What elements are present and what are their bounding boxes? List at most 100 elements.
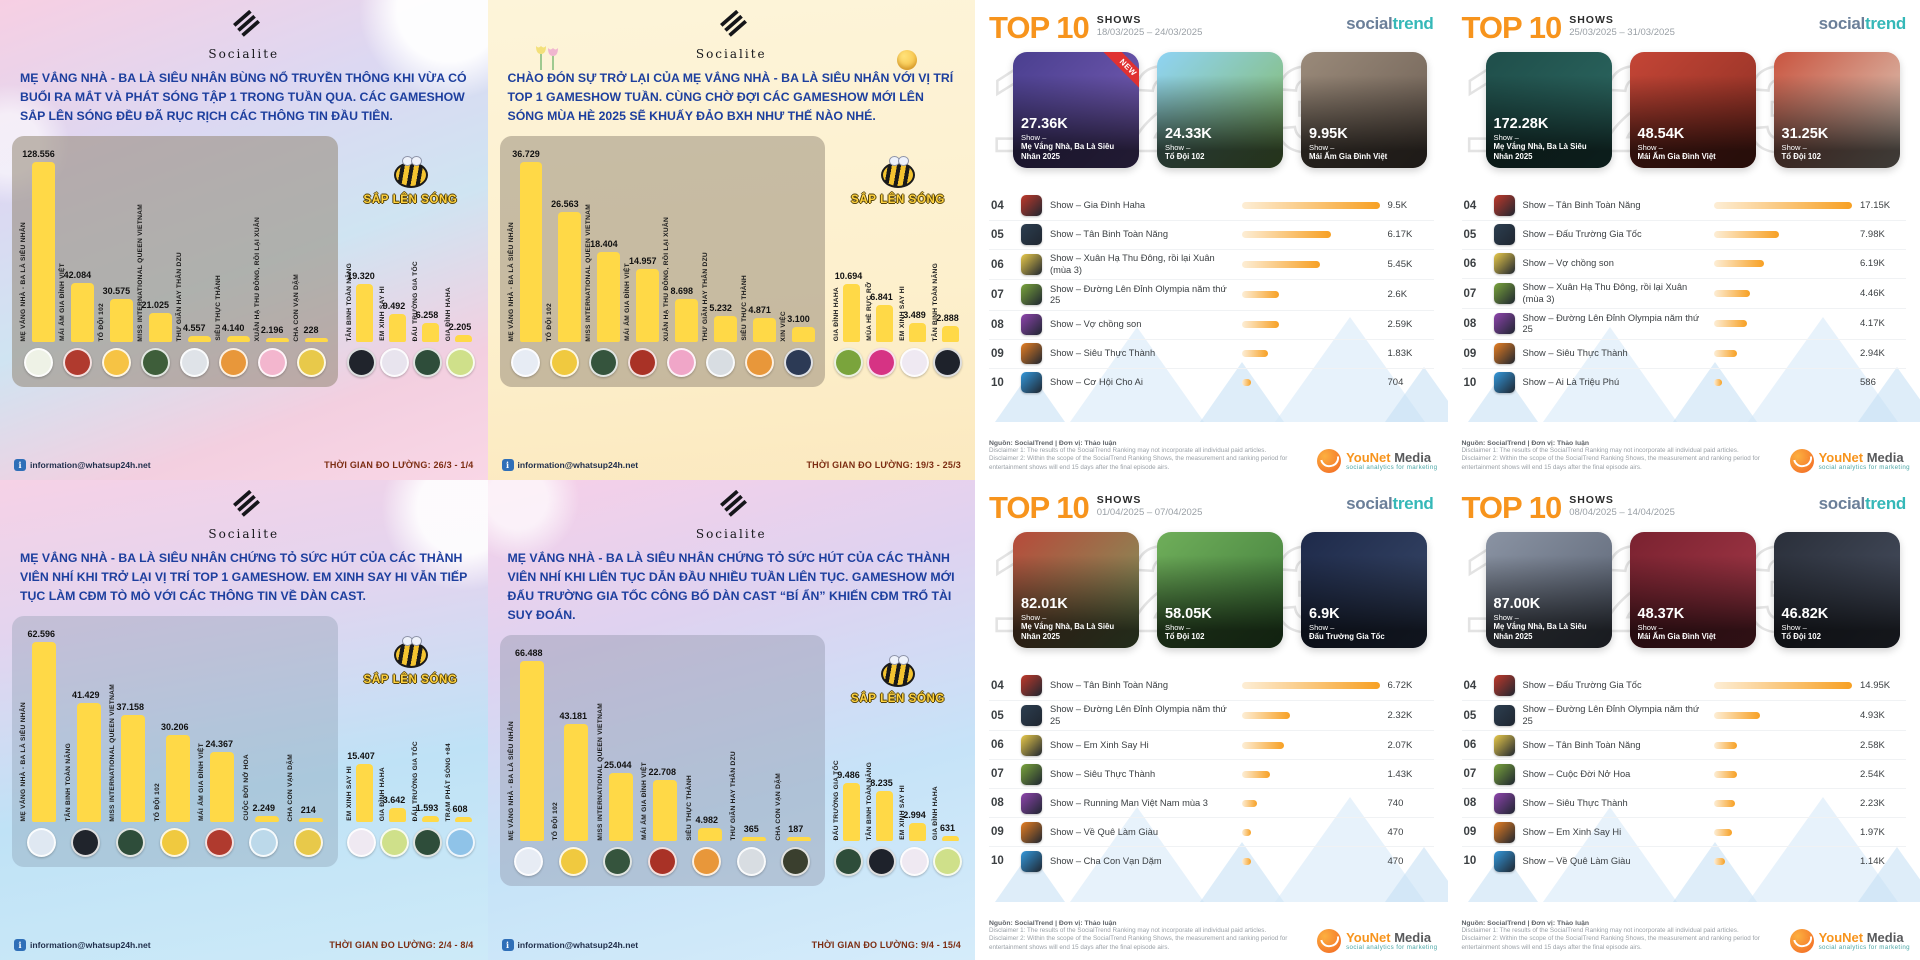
ranking-row: 07 Show – Cuộc Đời Nở Hoa 2.54K [1461, 760, 1906, 790]
socialtrend-logo: socialtrend [1346, 494, 1434, 514]
buzz-bar [32, 642, 56, 823]
buzz-bar-group: XUÂN HẠ THU ĐÔNG, RỒI LẠI XUÂN 8.698 [663, 150, 700, 378]
contact-email: i information@whatsup24h.net [14, 939, 151, 951]
show-avatar [379, 828, 409, 858]
socialite-logo-icon [720, 489, 748, 517]
show-thumbnail [1493, 313, 1515, 335]
show-thumbnail [1021, 850, 1042, 872]
chart-region: MẸ VẮNG NHÀ - BA LÀ SIÊU NHÂN 62.596 TÂN B… [0, 616, 488, 868]
bee-icon [881, 156, 915, 189]
bee-icon [881, 655, 915, 688]
buzz-bar [909, 323, 926, 343]
bar-value: 22.708 [648, 767, 677, 778]
buzz-bar [697, 828, 722, 842]
buzz-bar-group: EM XINH SAY HI 15.407 [345, 751, 377, 858]
socialtrend-logo-social: social [1346, 14, 1393, 33]
discussion-value: 4.93K [1860, 710, 1885, 722]
card-show-name: Đấu Trường Gia Tốc [1309, 631, 1385, 641]
rank-label: 06 [1463, 257, 1477, 270]
bar-value: 2.888 [936, 313, 959, 324]
buzz-bar [254, 816, 279, 823]
buzz-bar [148, 313, 172, 343]
ranking-row: 05 Show – Tân Binh Toàn Năng 6.17K [989, 221, 1434, 250]
top10-title: TOP 10 [989, 10, 1090, 45]
show-avatar [647, 847, 677, 877]
discussion-value: 2.6K [1387, 289, 1408, 301]
socialtrend-logo-social: social [1818, 494, 1866, 513]
buzz-bar-group: TỔ ĐỘI 102 43.181 [552, 649, 595, 877]
ranking-row: 07 Show – Đường Lên Đỉnh Olympia năm thứ … [989, 280, 1434, 311]
date-range: 18/03/2025 – 24/03/2025 [1096, 27, 1203, 38]
trend-bar [1714, 741, 1738, 749]
show-card-rank-3: 9.95K Show – Mái Ấm Gia Đình Việt [1301, 51, 1427, 168]
show-thumbnail [1021, 675, 1042, 697]
bar-label: ĐẤU TRƯỜNG GIA TỐC [411, 260, 419, 342]
bar-label: MẸ VẮNG NHÀ - BA LÀ SIÊU NHÂN [20, 701, 27, 822]
rank-label: 05 [991, 709, 1004, 722]
buzz-bar-group: TỔ ĐỘI 102 30.575 [97, 150, 135, 378]
socialite-panel-p4: Socialite MẸ VẮNG NHÀ - BA LÀ SIÊU NHÂN C… [487, 480, 975, 960]
bar-value: 8.698 [670, 286, 693, 297]
bee-icon [393, 636, 428, 669]
buzz-bar-group: TÂN BINH TOÀN NĂNG 41.429 [65, 630, 108, 858]
card-discussion-value: 87.00K [1493, 595, 1541, 612]
bar-label: EM XINH SAY HI [345, 766, 353, 822]
ranking-row: 08 Show – Đường Lên Đỉnh Olympia năm thứ … [1461, 309, 1906, 340]
top10-panel-4: TOP 10 SHOWS 08/04/2025 – 14/04/2025 social… [1447, 480, 1920, 960]
date-range: 25/03/2025 – 31/03/2025 [1569, 27, 1675, 38]
buzz-bar [355, 764, 373, 823]
bar-value: 14.957 [629, 256, 657, 267]
bar-label: TỔ ĐỘI 102 [97, 302, 105, 342]
buzz-bar [653, 780, 677, 842]
show-avatar [558, 847, 588, 877]
discussion-value: 2.58K [1860, 739, 1885, 751]
buzz-bar-group: THƯ GIÃN HAY THÂN DZU 4.557 [176, 150, 213, 378]
socialtrend-logo-trend: trend [1864, 494, 1906, 513]
buzz-bar-group: TÂN BINH TOÀN NĂNG 19.320 [346, 263, 377, 378]
show-avatar [692, 847, 722, 877]
buzz-bar-group: TÂN BINH TOÀN NĂNG 8.235 [866, 762, 897, 877]
tulip-decor-icon [532, 38, 562, 77]
bar-value: 2.205 [448, 322, 472, 333]
trend-bar [1714, 770, 1738, 778]
bar-value: 41.429 [71, 690, 100, 701]
show-card-rank-3: 6.9K Show – Đấu Trường Gia Tốc [1301, 531, 1427, 648]
bar-label: XIN VIỆC [780, 310, 788, 342]
bar-label: SIÊU THỰC THÀNH [214, 275, 222, 342]
upcoming-title: SẮP LÊN SÓNG [363, 674, 458, 687]
socialite-grid: Socialite MẸ VẮNG NHÀ - BA LÀ SIÊU NHÂN B… [0, 0, 975, 960]
buzz-bar-group: CHA CON VẠN DẶM 187 [775, 649, 818, 877]
younet-media-logo: YouNet Media social analytics for marketi… [1789, 929, 1910, 953]
bar-value: 128.556 [22, 149, 55, 160]
card-discussion-value: 48.54K [1637, 125, 1685, 142]
show-name: Show – Đường Lên Đỉnh Olympia năm thứ 25 [1522, 704, 1700, 726]
disclaimer-text: Disclaimer 1: The results of the SocialT… [1462, 927, 1780, 953]
buzz-bar [519, 661, 544, 842]
panel-footer: i information@whatsup24h.net THỜI GIAN ĐO … [501, 939, 962, 951]
show-thumbnail [1493, 253, 1515, 275]
card-show-name: Mẹ Vắng Nhà, Ba Là Siêu Nhân 2025 [1493, 141, 1587, 161]
source-line: Nguồn: SocialTrend | Đơn vị: Thảo luận [989, 919, 1117, 927]
card-show-label: Show – [1493, 132, 1519, 142]
show-avatar [140, 348, 170, 378]
show-name: Show – Em Xinh Say Hi [1050, 739, 1149, 750]
panel-headline: CHÀO ĐÓN SỰ TRỞ LẠI CỦA MẸ VẮNG NHÀ - BA… [507, 71, 954, 124]
discussion-value: 4.46K [1860, 288, 1885, 300]
buzz-bar [210, 752, 234, 823]
bar-value: 3.642 [382, 795, 406, 806]
show-avatar [257, 348, 287, 378]
show-name: Show – Xuân Hạ Thu Đông, rồi lại Xuân (m… [1050, 253, 1215, 275]
show-avatar [589, 348, 619, 378]
upcoming-section: SẮP LÊN SÓNG ĐẤU TRƯỜNG GIA TỐC 9.486 TÂN B… [833, 635, 963, 886]
show-avatar [293, 828, 323, 858]
socialite-logo-icon [720, 9, 748, 37]
measurement-period: THỜI GIAN ĐO LƯỜNG: 9/4 - 15/4 [811, 940, 961, 950]
show-avatar [736, 847, 766, 877]
younet-globe-icon [1317, 449, 1342, 473]
bar-value: 25.044 [603, 760, 632, 771]
younet-media-logo: YouNet Media social analytics for marketi… [1789, 449, 1910, 473]
upcoming-chart: ĐẤU TRƯỜNG GIA TỐC 9.486 TÂN BINH TOÀN NĂN… [833, 760, 963, 877]
trend-bar [1241, 682, 1380, 690]
ranking-row: 08 Show – Siêu Thực Thành 2.23K [1461, 789, 1906, 819]
brand-logo: Socialite [0, 480, 488, 541]
